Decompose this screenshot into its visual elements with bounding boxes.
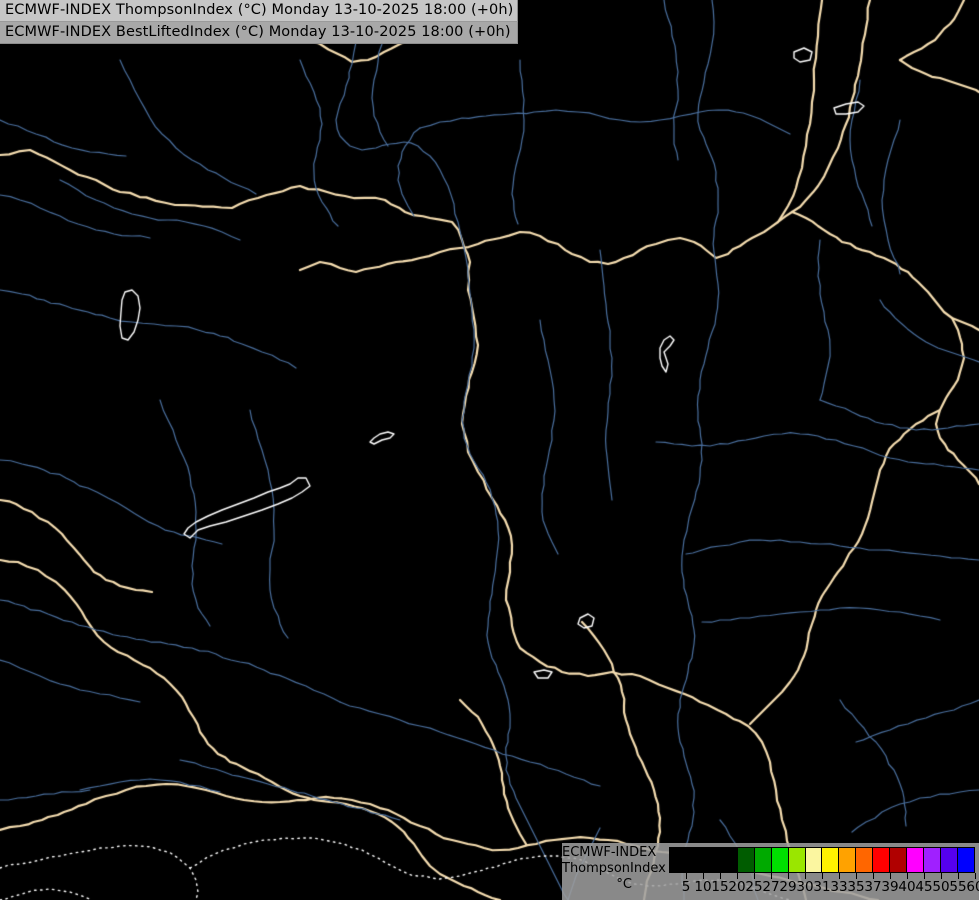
colorbar-tick-label: 29 <box>779 879 797 895</box>
colorbar-tick <box>940 873 942 879</box>
colorbar-tick-label: 25 <box>745 879 763 895</box>
primary-title-bar: ECMWF-INDEX ThompsonIndex (°C) Monday 13… <box>0 0 519 22</box>
colorbar-tick <box>890 873 891 879</box>
colorbar-swatch <box>872 848 890 872</box>
colorbar-tick-label: 31 <box>813 879 831 895</box>
colorbar-swatch <box>736 848 754 872</box>
colorbar-swatch <box>787 848 805 872</box>
colorbar-tick-label: 35 <box>847 879 865 895</box>
colorbar-tick <box>771 873 772 879</box>
colorbar-tick <box>720 873 721 879</box>
colorbar-tick <box>856 873 857 879</box>
colorbar-swatch <box>906 848 924 872</box>
colorbar-tick-label: 33 <box>830 879 848 895</box>
colorbar-swatch <box>855 848 873 872</box>
colorbar-tick-label: 39 <box>881 879 899 895</box>
colorbar-tick <box>958 873 959 879</box>
colorbar-swatch <box>804 848 822 872</box>
colorbar-tick <box>924 873 925 879</box>
colorbar-tick-label: 30 <box>796 879 814 895</box>
colorbar[interactable] <box>669 847 975 873</box>
colorbar-tick-label: 27 <box>762 879 780 895</box>
colorbar-tick-label: 40 <box>898 879 916 895</box>
colorbar-swatch <box>923 848 940 872</box>
colorbar-swatch <box>821 848 839 872</box>
colorbar-swatch <box>702 848 720 872</box>
colorbar-tick <box>754 873 755 879</box>
secondary-title-bar: ECMWF-INDEX BestLiftedIndex (°C) Monday … <box>0 22 519 44</box>
colorbar-tick-label: 10 <box>694 879 712 895</box>
legend-units-label: °C <box>616 877 632 892</box>
colorbar-tick-label: 60 <box>966 879 979 895</box>
title-bar-group: ECMWF-INDEX ThompsonIndex (°C) Monday 13… <box>0 0 519 44</box>
colorbar-tick-label: 50 <box>932 879 950 895</box>
colorbar-tick <box>736 873 738 879</box>
colorbar-swatch <box>770 848 788 872</box>
colorbar-tick-label: 5 <box>681 879 691 895</box>
colorbar-tick-label: 45 <box>915 879 933 895</box>
colorbar-tick <box>839 873 840 879</box>
colorbar-tick <box>975 873 976 879</box>
colorbar-tick-label: 37 <box>864 879 882 895</box>
colorbar-tick-label: 15 <box>711 879 729 895</box>
colorbar-swatch <box>838 848 856 872</box>
colorbar-tick <box>685 873 687 879</box>
colorbar-swatch <box>753 848 771 872</box>
colorbar-tick <box>804 873 806 879</box>
colorbar-tick-marks <box>669 873 976 879</box>
colorbar-swatch <box>940 848 957 872</box>
colorbar-tick-label: 55 <box>949 879 967 895</box>
colorbar-wrapper: 51015202527293031333537394045505560 <box>669 847 979 897</box>
colorbar-tick-label: 20 <box>728 879 746 895</box>
colorbar-swatch <box>956 848 974 872</box>
colorbar-legend-panel: ECMWF-INDEX ThompsonIndex °C 5 10 15 20 25 27… <box>562 843 979 900</box>
legend-label-group: ECMWF-INDEX ThompsonIndex °C <box>562 845 666 893</box>
colorbar-swatch <box>719 848 737 872</box>
colorbar-tick <box>788 873 789 879</box>
colorbar-swatch <box>889 848 907 872</box>
colorbar-swatch <box>685 848 703 872</box>
colorbar-tick <box>822 873 823 879</box>
colorbar-tick <box>873 873 874 879</box>
colorbar-tick-labels: 51015202527293031333537394045505560 <box>669 879 979 897</box>
legend-parameter-label: ThompsonIndex <box>562 861 666 876</box>
colorbar-tick <box>907 873 908 879</box>
legend-source-label: ECMWF-INDEX <box>562 845 657 860</box>
colorbar-tick <box>702 873 704 879</box>
colorbar-swatch <box>670 848 686 872</box>
